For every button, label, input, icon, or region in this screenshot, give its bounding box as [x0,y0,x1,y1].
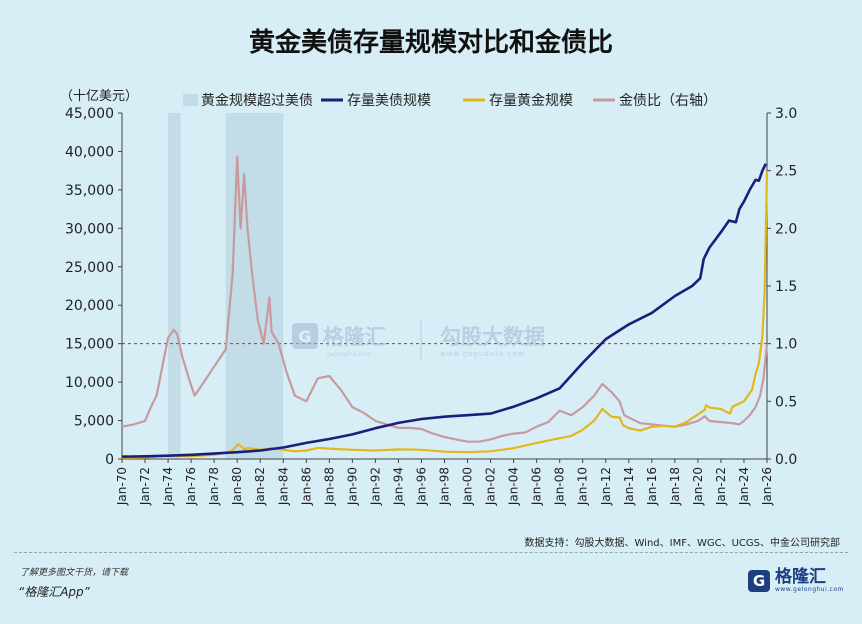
promo-line: 了解更多图文干货，请下载 [20,568,129,578]
left-tick-label-7: 35,000 [65,183,114,199]
legend-label-3: 金债比（右轴） [619,93,717,109]
shade-period-0 [168,113,181,459]
x-tick-label-27: Jan-24 [737,467,751,506]
x-tick-label-20: Jan-10 [576,467,590,506]
left-tick-label-6: 30,000 [65,221,114,237]
app-name[interactable]: “格隆汇App” [18,585,90,599]
x-tick-label-19: Jan-08 [553,467,567,506]
right-tick-label-1: 0.5 [775,394,797,410]
footer-divider [14,552,848,553]
series-line-0 [121,163,767,458]
x-tick-label-18: Jan-06 [530,467,544,506]
watermark-brand1-site: gelonghui.com [327,351,372,358]
x-tick-label-28: Jan-26 [760,467,774,506]
right-tick-label-4: 2.0 [775,221,797,237]
x-tick-label-12: Jan-94 [391,467,405,506]
legend-label-0: 黄金规模超过美债 [201,92,313,109]
x-tick-label-15: Jan-00 [461,467,475,506]
x-tick-label-25: Jan-20 [691,467,705,506]
x-tick-label-2: Jan-74 [161,467,175,506]
watermark-brand1: 格隆汇 [323,325,386,349]
right-tick-label-2: 1.0 [775,337,797,353]
left-axis-unit: （十亿美元） [60,89,138,104]
brand-site: www.gelonghui.com [774,586,844,593]
x-tick-label-16: Jan-02 [484,467,498,506]
chart-title: 黄金美债存量规模对比和金债比 [248,28,613,58]
left-tick-label-0: 0 [105,452,114,468]
brand-logo: G 格隆汇 www.gelonghui.com [747,567,844,593]
left-tick-label-8: 40,000 [65,144,114,160]
brand-g-icon: G [747,569,770,592]
x-tick-label-24: Jan-18 [668,467,682,506]
watermark-brand2: 勾股大数据 [440,325,545,349]
left-tick-label-5: 25,000 [65,260,114,276]
legend-label-2: 存量黄金规模 [489,92,573,109]
left-tick-label-9: 45,000 [65,106,114,122]
x-tick-label-11: Jan-92 [368,467,382,506]
x-tick-label-3: Jan-76 [184,467,198,506]
x-tick-label-7: Jan-84 [276,467,290,506]
x-tick-label-14: Jan-98 [438,467,452,506]
x-tick-label-6: Jan-82 [253,467,267,506]
x-tick-label-23: Jan-16 [645,467,659,506]
x-tick-label-17: Jan-04 [507,467,521,506]
x-tick-label-1: Jan-72 [138,467,152,506]
watermark-g-letter: G [298,327,311,346]
left-tick-label-1: 5,000 [74,414,114,430]
x-tick-label-4: Jan-78 [207,467,221,506]
left-tick-label-4: 20,000 [65,298,114,314]
right-tick-label-3: 1.5 [775,279,797,295]
x-tick-label-26: Jan-22 [714,467,728,506]
chart-svg: 0 5,000 10,000 15,000 20,000 25,000 30,000 35,0… [60,89,797,506]
left-tick-label-3: 15,000 [65,337,114,353]
left-tick-label-2: 10,000 [65,375,114,391]
legend-label-1: 存量美债规模 [347,93,431,109]
right-tick-label-5: 2.5 [775,164,797,180]
x-tick-label-13: Jan-96 [414,467,428,506]
x-tick-label-22: Jan-14 [622,467,636,506]
right-tick-label-0: 0.0 [775,452,797,468]
watermark-g-icon [292,323,318,349]
x-tick-label-21: Jan-12 [599,467,613,506]
x-tick-label-5: Jan-80 [230,467,244,506]
source-note: 数据支持：勾股大数据、Wind、IMF、WGC、UCGS、中金公司研究部 [524,538,840,549]
x-tick-label-10: Jan-90 [345,467,359,506]
x-tick-label-9: Jan-88 [322,467,336,506]
watermark-brand2-site: www.gogudata.com [440,350,525,358]
x-tick-label-0: Jan-70 [115,467,129,506]
legend-swatch-0 [183,94,198,106]
series-line-1 [121,170,769,459]
x-tick-label-8: Jan-86 [299,467,313,506]
brand-name: 格隆汇 [774,567,826,587]
right-tick-label-6: 3.0 [775,106,797,122]
